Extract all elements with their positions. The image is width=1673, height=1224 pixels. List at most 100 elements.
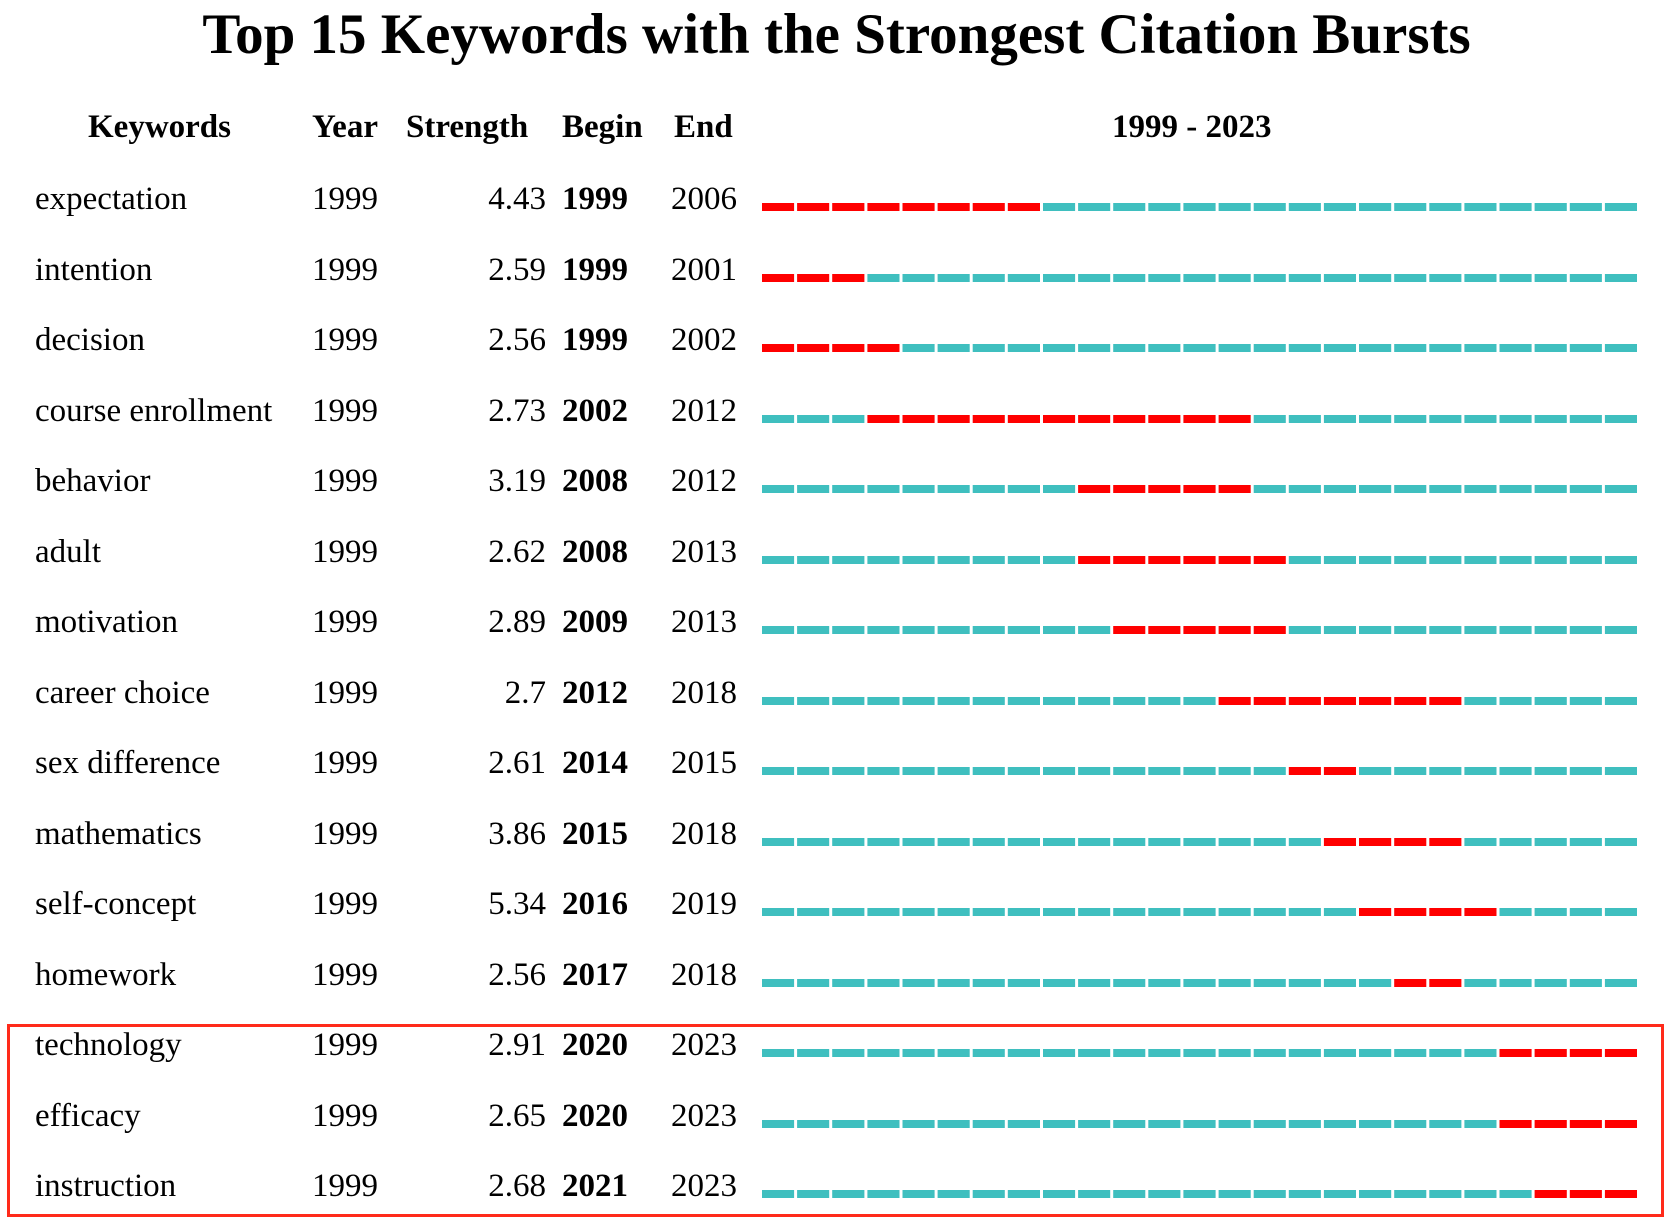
burst-timeline — [762, 908, 1637, 916]
end-cell: 2006 — [671, 181, 737, 217]
burst-timeline — [762, 555, 1637, 564]
table-row: behavior 1999 3.19 2008 2012 — [0, 446, 1673, 516]
column-header-keywords: Keywords — [88, 109, 231, 145]
end-cell: 2019 — [671, 886, 737, 922]
burst-timeline — [762, 485, 1637, 493]
year-cell: 1999 — [312, 815, 378, 852]
year-cell: 1999 — [312, 322, 378, 358]
strength-cell: 3.86 — [488, 815, 546, 852]
end-cell: 2015 — [671, 745, 737, 781]
end-cell: 2013 — [671, 604, 737, 640]
begin-cell: 2014 — [562, 745, 628, 781]
begin-cell: 2008 — [562, 533, 628, 570]
year-cell: 1999 — [312, 886, 378, 922]
column-header-end: End — [674, 109, 733, 145]
begin-cell: 2012 — [562, 674, 628, 711]
strength-cell: 2.73 — [488, 392, 546, 429]
keyword-cell: efficacy — [35, 1097, 141, 1134]
strength-cell: 2.59 — [488, 251, 546, 288]
table-row: mathematics 1999 3.86 2015 2018 — [0, 799, 1673, 869]
begin-cell: 2008 — [562, 463, 628, 499]
burst-timeline — [762, 1119, 1637, 1128]
keyword-cell: expectation — [35, 181, 188, 217]
strength-cell: 5.34 — [488, 886, 546, 922]
begin-cell: 2020 — [562, 1097, 628, 1134]
year-cell: 1999 — [312, 956, 378, 993]
begin-cell: 2020 — [562, 1027, 628, 1063]
strength-cell: 2.91 — [488, 1027, 546, 1063]
year-cell: 1999 — [312, 533, 378, 570]
keyword-cell: mathematics — [35, 815, 202, 852]
burst-timeline — [762, 414, 1637, 423]
burst-timeline — [762, 837, 1637, 846]
burst-timeline — [762, 1190, 1637, 1198]
strength-cell: 3.19 — [488, 463, 546, 499]
keyword-cell: sex difference — [35, 745, 221, 781]
burst-timeline — [762, 767, 1637, 775]
keyword-cell: decision — [35, 322, 145, 358]
chart-title: Top 15 Keywords with the Strongest Citat… — [202, 3, 1471, 66]
column-header-year: Year — [312, 109, 378, 145]
table-row: course enrollment 1999 2.73 2002 2012 — [0, 376, 1673, 446]
strength-cell: 2.61 — [488, 745, 546, 781]
strength-cell: 4.43 — [488, 181, 546, 217]
burst-timeline — [762, 344, 1637, 352]
burst-timeline — [762, 696, 1637, 705]
keyword-cell: motivation — [35, 604, 178, 640]
year-cell: 1999 — [312, 1027, 378, 1063]
burst-timeline — [762, 626, 1637, 634]
begin-cell: 2017 — [562, 956, 628, 993]
year-cell: 1999 — [312, 181, 378, 217]
end-cell: 2023 — [671, 1027, 737, 1063]
strength-cell: 2.7 — [504, 674, 546, 711]
year-cell: 1999 — [312, 745, 378, 781]
table-row: homework 1999 2.56 2017 2018 — [0, 940, 1673, 1010]
keyword-cell: career choice — [35, 674, 210, 711]
keyword-cell: course enrollment — [35, 392, 273, 429]
column-header-begin: Begin — [562, 109, 643, 145]
burst-timeline — [762, 203, 1637, 211]
end-cell: 2023 — [671, 1097, 737, 1134]
keyword-cell: intention — [35, 251, 153, 288]
keyword-cell: homework — [35, 956, 177, 993]
keyword-cell: instruction — [35, 1168, 177, 1204]
table-row: adult 1999 2.62 2008 2013 — [0, 517, 1673, 587]
year-cell: 1999 — [312, 1097, 378, 1134]
table-row: decision 1999 2.56 1999 2002 — [0, 305, 1673, 375]
end-cell: 2023 — [671, 1168, 737, 1204]
keyword-cell: behavior — [35, 463, 151, 499]
end-cell: 2018 — [671, 815, 737, 852]
end-cell: 2001 — [671, 251, 737, 288]
end-cell: 2013 — [671, 533, 737, 570]
strength-cell: 2.56 — [488, 322, 546, 358]
burst-timeline — [762, 1049, 1637, 1057]
timeline-range-header: 1999 - 2023 — [1112, 109, 1272, 145]
strength-cell: 2.56 — [488, 956, 546, 993]
year-cell: 1999 — [312, 463, 378, 499]
begin-cell: 2021 — [562, 1168, 628, 1204]
year-cell: 1999 — [312, 392, 378, 429]
highlight-box — [7, 1024, 1664, 1217]
table-row: expectation 1999 4.43 1999 2006 — [0, 164, 1673, 234]
strength-cell: 2.68 — [488, 1168, 546, 1204]
begin-cell: 1999 — [562, 322, 628, 358]
table-row: intention 1999 2.59 1999 2001 — [0, 235, 1673, 305]
begin-cell: 1999 — [562, 181, 628, 217]
year-cell: 1999 — [312, 251, 378, 288]
keyword-cell: self-concept — [35, 886, 197, 922]
table-row: technology 1999 2.91 2020 2023 — [0, 1010, 1673, 1080]
end-cell: 2018 — [671, 956, 737, 993]
table-row: motivation 1999 2.89 2009 2013 — [0, 587, 1673, 657]
table-row: sex difference 1999 2.61 2014 2015 — [0, 728, 1673, 798]
year-cell: 1999 — [312, 674, 378, 711]
end-cell: 2002 — [671, 322, 737, 358]
strength-cell: 2.65 — [488, 1097, 546, 1134]
begin-cell: 1999 — [562, 251, 628, 288]
strength-cell: 2.62 — [488, 533, 546, 570]
burst-timeline — [762, 273, 1637, 282]
column-header-strength: Strength — [406, 109, 529, 145]
year-cell: 1999 — [312, 1168, 378, 1204]
year-cell: 1999 — [312, 604, 378, 640]
end-cell: 2012 — [671, 463, 737, 499]
burst-timeline — [762, 978, 1637, 987]
